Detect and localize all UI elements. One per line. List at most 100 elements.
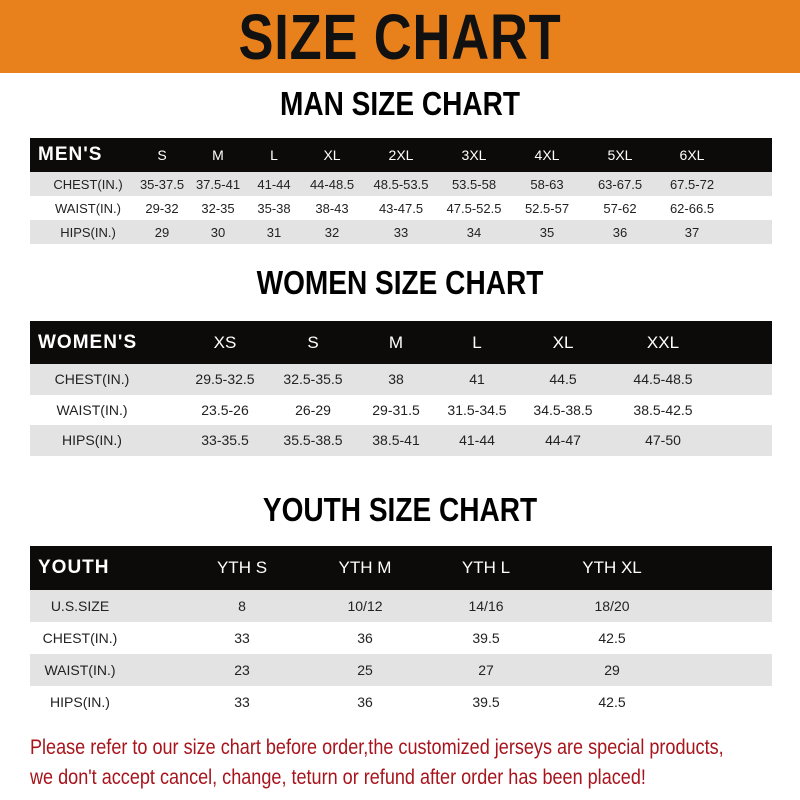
size-header: XL: [323, 147, 341, 163]
table-cell: 62-66.5: [669, 200, 715, 216]
table-cell: 39.5: [472, 630, 500, 646]
table-cell: 35-38: [257, 200, 291, 216]
table-cell: 39.5: [472, 694, 500, 710]
table-cell: 38: [388, 371, 404, 388]
size-header: YTH S: [216, 558, 268, 577]
size-header: S: [307, 332, 319, 352]
table-cell: 33: [234, 630, 250, 646]
table-cell: 36: [357, 630, 373, 646]
table-cell: 35.5-38.5: [283, 432, 343, 449]
table-cell: 29-31.5: [372, 401, 420, 418]
women-header-row: WOMEN'S XS S M L XL XXL: [30, 321, 772, 364]
men-header-row: MEN'S S M L XL 2XL 3XL 4XL 5XL 6XL: [30, 138, 772, 172]
header-label: MEN'S: [38, 144, 103, 165]
youth-header-row: YOUTH YTH S YTH M YTH L YTH XL: [30, 546, 772, 590]
table-cell: 14/16: [468, 598, 504, 614]
table-cell: 67.5-72: [669, 176, 715, 192]
table-cell: 41-44: [257, 176, 291, 192]
table-row: WAIST(IN.) 29-32 32-35 35-38 38-43 43-47.5 47.…: [30, 196, 772, 220]
table-cell: 32: [324, 224, 340, 240]
table-cell: 41-44: [459, 432, 495, 449]
table-cell: 42.5: [598, 630, 626, 646]
row-label: HIPS(IN.): [62, 432, 122, 449]
size-header: YTH L: [461, 558, 511, 577]
table-cell: 25: [357, 662, 373, 678]
table-row: CHEST(IN.) 33 36 39.5 42.5: [30, 622, 772, 654]
size-header: YTH XL: [582, 558, 642, 577]
table-row: WAIST(IN.) 23 25 27 29: [30, 654, 772, 686]
table-cell: 35-37.5: [139, 176, 185, 192]
table-row: CHEST(IN.) 35-37.5 37.5-41 41-44 44-48.5 48.5…: [30, 172, 772, 196]
table-cell: 33-35.5: [201, 432, 249, 449]
table-row: HIPS(IN.) 33-35.5 35.5-38.5 38.5-41 41-44 44-…: [30, 425, 772, 456]
size-header: YTH M: [338, 558, 392, 577]
table-cell: 44-47: [545, 432, 581, 449]
size-header: XL: [552, 332, 574, 352]
banner-title: SIZE CHART: [238, 1, 562, 73]
table-cell: 52.5-57: [524, 200, 570, 216]
table-cell: 47.5-52.5: [446, 200, 502, 216]
size-header: 3XL: [461, 147, 487, 163]
table-cell: 47-50: [645, 432, 681, 449]
table-cell: 31.5-34.5: [447, 401, 507, 418]
table-cell: 44-48.5: [309, 176, 355, 192]
size-header: S: [157, 147, 167, 163]
table-cell: 38-43: [315, 200, 349, 216]
table-cell: 31: [266, 224, 282, 240]
size-header: 6XL: [679, 147, 705, 163]
table-cell: 53.5-58: [451, 176, 497, 192]
size-header: 5XL: [607, 147, 633, 163]
size-header: L: [270, 147, 278, 163]
table-cell: 63-67.5: [597, 176, 643, 192]
table-cell: 23.5-26: [201, 401, 249, 418]
row-label: HIPS(IN.): [50, 694, 110, 710]
size-header: XXL: [646, 332, 680, 352]
notice-line-1: Please refer to our size chart before or…: [30, 736, 724, 759]
table-cell: 37.5-41: [195, 176, 241, 192]
table-cell: 34: [466, 224, 482, 240]
table-cell: 30: [210, 224, 226, 240]
table-cell: 36: [612, 224, 628, 240]
size-header: M: [212, 147, 224, 163]
table-cell: 29: [154, 224, 170, 240]
table-cell: 27: [478, 662, 494, 678]
table-cell: 33: [234, 694, 250, 710]
table-cell: 41: [469, 371, 485, 388]
size-header: L: [472, 332, 482, 352]
table-cell: 37: [684, 224, 700, 240]
header-label: YOUTH: [38, 557, 110, 578]
table-cell: 29.5-32.5: [195, 371, 255, 388]
table-cell: 8: [238, 598, 246, 614]
row-label: CHEST(IN.): [42, 630, 118, 646]
row-label: HIPS(IN.): [60, 224, 116, 240]
youth-section-title: YOUTH SIZE CHART: [262, 491, 538, 528]
size-header: 2XL: [388, 147, 414, 163]
table-cell: 33: [393, 224, 409, 240]
table-cell: 38.5-42.5: [633, 401, 693, 418]
size-header: 4XL: [534, 147, 560, 163]
table-cell: 42.5: [598, 694, 626, 710]
table-cell: 18/20: [594, 598, 630, 614]
table-cell: 43-47.5: [378, 200, 424, 216]
table-cell: 58-63: [530, 176, 564, 192]
table-cell: 38.5-41: [372, 432, 420, 449]
table-row: HIPS(IN.) 29 30 31 32 33 34 35 36 37: [30, 220, 772, 244]
table-row: CHEST(IN.) 29.5-32.5 32.5-35.5 38 41 44.5 44.5…: [30, 364, 772, 395]
table-cell: 44.5: [549, 371, 577, 388]
table-row: WAIST(IN.) 23.5-26 26-29 29-31.5 31.5-34.5 34…: [30, 394, 772, 425]
table-cell: 32-35: [201, 200, 235, 216]
row-label: U.S.SIZE: [50, 598, 110, 614]
notice-line-2: we don't accept cancel, change, teturn o…: [30, 766, 646, 789]
men-section-title: MAN SIZE CHART: [280, 85, 520, 122]
table-cell: 29-32: [145, 200, 179, 216]
table-cell: 10/12: [347, 598, 383, 614]
table-cell: 35: [539, 224, 555, 240]
header-label: WOMEN'S: [38, 331, 138, 353]
row-label: WAIST(IN.): [56, 401, 128, 418]
table-cell: 44.5-48.5: [633, 371, 693, 388]
table-cell: 23: [234, 662, 250, 678]
table-cell: 36: [357, 694, 373, 710]
row-label: CHEST(IN.): [54, 371, 130, 388]
banner: SIZE CHART: [0, 0, 800, 73]
table-cell: 48.5-53.5: [373, 176, 429, 192]
